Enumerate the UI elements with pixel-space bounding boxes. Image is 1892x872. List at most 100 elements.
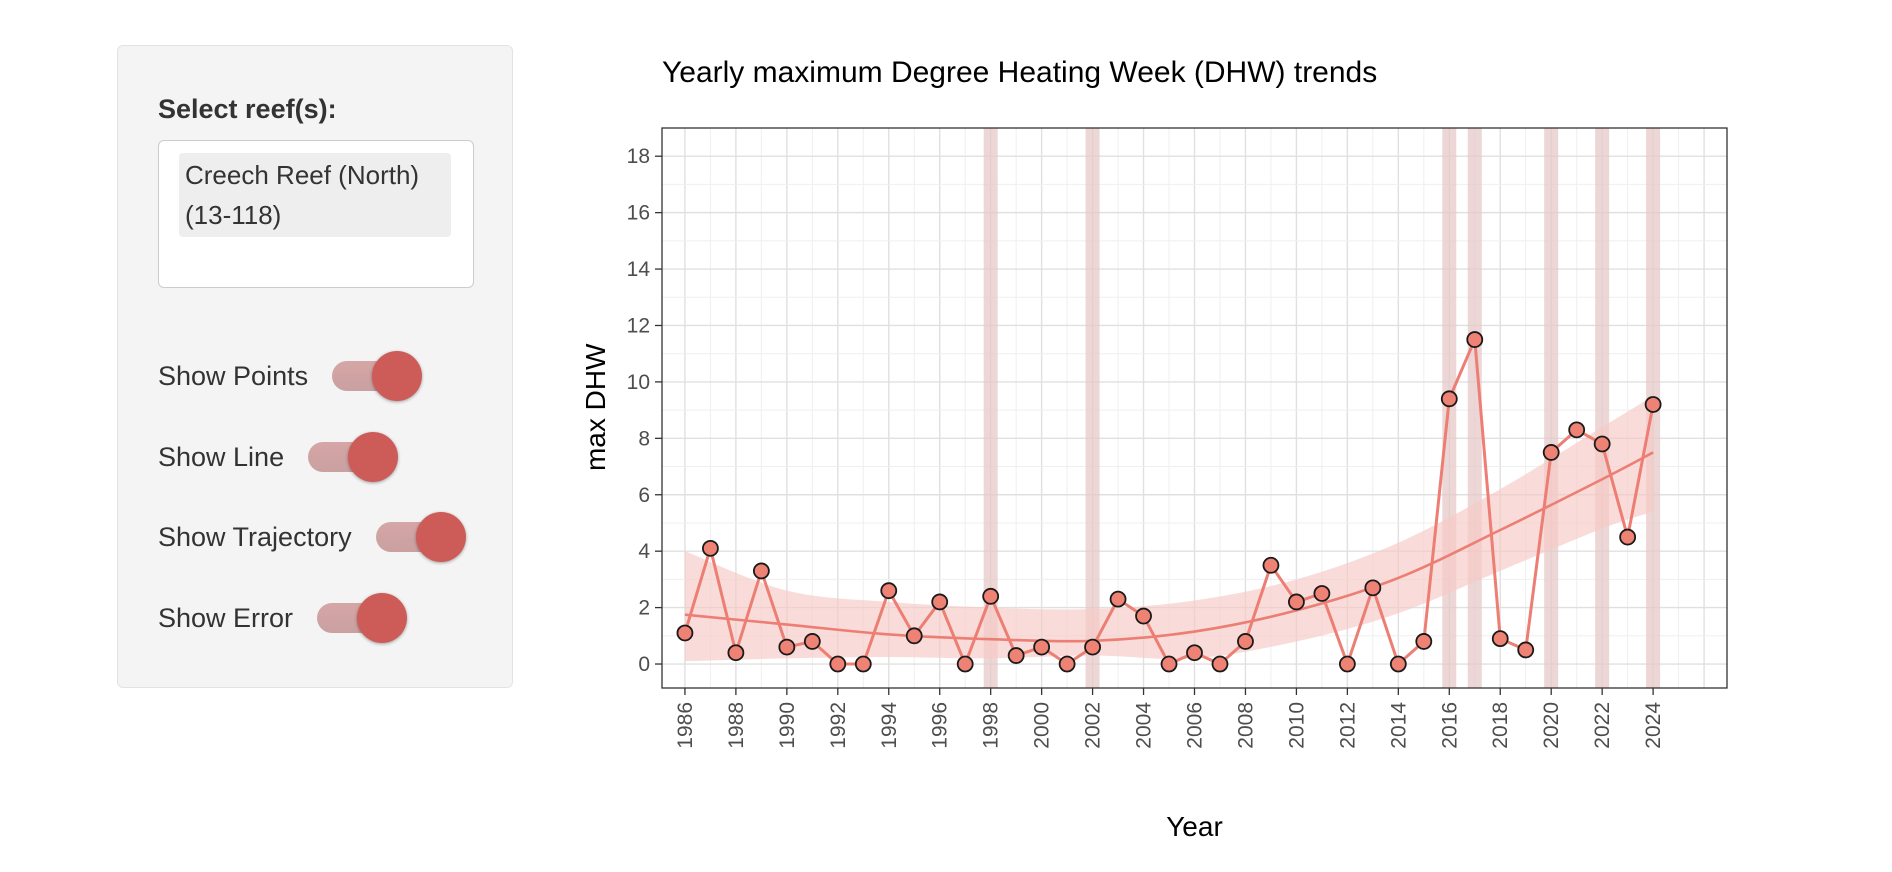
x-tick-label: 2008 bbox=[1234, 702, 1257, 749]
data-point bbox=[702, 539, 719, 557]
data-point bbox=[956, 655, 974, 673]
x-tick-label: 1986 bbox=[674, 702, 697, 749]
data-point bbox=[982, 587, 1000, 605]
data-point bbox=[905, 627, 923, 645]
selected-reef-code: (13-118) bbox=[185, 200, 282, 230]
x-tick-label: 2004 bbox=[1133, 702, 1156, 749]
data-point bbox=[854, 655, 872, 673]
x-tick-label: 2010 bbox=[1285, 702, 1308, 749]
data-point bbox=[1109, 590, 1127, 608]
x-tick-label: 2022 bbox=[1591, 702, 1614, 749]
data-point bbox=[1338, 655, 1356, 673]
data-point bbox=[1466, 331, 1484, 348]
toggle-knob bbox=[415, 512, 466, 562]
data-point bbox=[1211, 655, 1229, 673]
data-point bbox=[1364, 579, 1382, 597]
highlight-year-band bbox=[1544, 128, 1559, 688]
y-tick-label: 14 bbox=[627, 258, 651, 281]
data-point bbox=[829, 655, 847, 673]
data-point bbox=[1058, 655, 1076, 673]
x-tick-label: 2014 bbox=[1387, 702, 1410, 749]
highlight-year-band bbox=[983, 128, 998, 688]
data-point bbox=[676, 624, 694, 642]
selected-reef-chip[interactable]: Creech Reef (North) (13-118) bbox=[179, 153, 451, 237]
y-tick-label: 18 bbox=[627, 145, 650, 168]
data-point bbox=[1135, 607, 1152, 625]
y-tick-label: 8 bbox=[638, 427, 650, 450]
y-axis-title: max DHW bbox=[580, 343, 611, 471]
data-point bbox=[1568, 421, 1586, 439]
data-point bbox=[1288, 593, 1305, 611]
trajectory-line bbox=[684, 451, 1654, 643]
x-tick-label: 2020 bbox=[1540, 702, 1563, 749]
toggle-row-points: Show Points bbox=[158, 346, 423, 406]
data-point bbox=[1160, 655, 1178, 673]
show-error-toggle[interactable] bbox=[317, 593, 408, 643]
y-tick-label: 16 bbox=[627, 202, 650, 225]
data-point bbox=[1033, 638, 1051, 656]
toggle-row-error: Show Error bbox=[158, 588, 408, 648]
reef-select-input[interactable]: Creech Reef (North) (13-118) bbox=[158, 140, 474, 288]
data-point bbox=[1084, 638, 1101, 656]
data-point bbox=[1237, 633, 1254, 650]
x-tick-label: 2006 bbox=[1184, 702, 1207, 749]
toggle-label-line: Show Line bbox=[158, 441, 285, 472]
data-point bbox=[803, 633, 821, 650]
y-tick-label: 0 bbox=[638, 653, 650, 676]
show-trajectory-toggle[interactable] bbox=[375, 512, 466, 562]
x-tick-label: 2012 bbox=[1336, 702, 1359, 749]
highlight-year-band bbox=[1595, 128, 1610, 688]
data-point bbox=[1313, 585, 1331, 602]
select-reef-label: Select reef(s): bbox=[158, 94, 337, 124]
data-point bbox=[727, 644, 745, 662]
toggle-knob bbox=[348, 432, 399, 482]
data-point bbox=[1186, 644, 1203, 662]
x-tick-label: 2018 bbox=[1489, 702, 1512, 749]
data-point bbox=[1542, 444, 1560, 461]
data-point bbox=[1415, 633, 1433, 650]
data-point bbox=[752, 562, 770, 580]
x-tick-label: 1990 bbox=[776, 702, 799, 749]
toggle-label-error: Show Error bbox=[158, 602, 294, 633]
data-point bbox=[1262, 556, 1280, 574]
data-point bbox=[1491, 630, 1509, 648]
toggle-row-line: Show Line bbox=[158, 427, 399, 487]
toggle-knob bbox=[372, 351, 423, 401]
x-tick-label: 1998 bbox=[980, 702, 1003, 749]
data-point bbox=[1389, 655, 1407, 673]
x-tick-label: 1988 bbox=[725, 702, 748, 749]
x-axis-title: Year bbox=[1166, 811, 1223, 842]
x-tick-label: 1996 bbox=[929, 702, 952, 749]
y-tick-label: 12 bbox=[627, 314, 650, 337]
selected-reef-name: Creech Reef (North) bbox=[185, 160, 420, 190]
y-tick-label: 10 bbox=[627, 371, 650, 394]
toggle-label-trajectory: Show Trajectory bbox=[158, 521, 352, 552]
highlight-year-band bbox=[1085, 128, 1100, 688]
error-ribbon bbox=[684, 396, 1654, 662]
data-point bbox=[1619, 528, 1637, 546]
show-line-toggle[interactable] bbox=[308, 432, 399, 482]
sidebar-panel: Select reef(s): Creech Reef (North) (13-… bbox=[117, 45, 513, 688]
data-point bbox=[1007, 647, 1025, 664]
y-tick-label: 6 bbox=[638, 484, 650, 507]
data-point bbox=[1440, 390, 1458, 408]
toggle-row-trajectory: Show Trajectory bbox=[158, 507, 466, 567]
data-point bbox=[1644, 396, 1662, 413]
x-tick-label: 1992 bbox=[827, 702, 850, 749]
y-tick-label: 2 bbox=[638, 597, 650, 620]
x-tick-label: 2024 bbox=[1642, 702, 1665, 749]
data-point bbox=[778, 638, 796, 656]
toggle-knob bbox=[357, 593, 408, 643]
data-point bbox=[880, 582, 898, 600]
x-tick-label: 1994 bbox=[878, 702, 901, 749]
data-point bbox=[1593, 435, 1611, 453]
data-point bbox=[1517, 641, 1535, 659]
y-tick-label: 4 bbox=[638, 540, 650, 563]
x-tick-label: 2016 bbox=[1438, 702, 1461, 749]
x-tick-label: 2002 bbox=[1082, 702, 1105, 749]
data-point bbox=[931, 593, 949, 611]
chart-title: Yearly maximum Degree Heating Week (DHW)… bbox=[662, 56, 1378, 89]
show-points-toggle[interactable] bbox=[332, 351, 423, 401]
x-tick-label: 2000 bbox=[1031, 702, 1054, 749]
